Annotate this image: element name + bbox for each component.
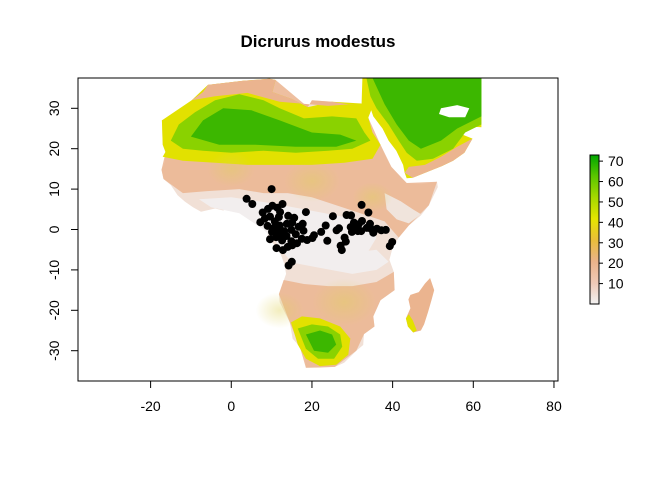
occurrence-point [335,224,343,233]
occurrence-point [248,200,257,208]
occurrence-point [256,218,265,227]
legend-tick-label: 50 [608,194,624,210]
occurrence-point [298,219,307,228]
x-tick-label: 0 [227,398,235,414]
occurrence-point [288,241,297,250]
occurrence-point [272,244,281,253]
occurrence-point [301,208,310,217]
occurrence-point [364,208,373,217]
occurrence-point [299,226,308,235]
occurrence-point [381,225,390,234]
y-axis: -30 -20 -10 0 10 20 30 [46,100,79,361]
occurrence-point [268,227,276,236]
occurrence-point [310,231,318,240]
occurrence-point [266,235,274,244]
occurrence-point [284,211,293,220]
x-tick-label: 60 [466,398,482,414]
color-legend: 10 20 30 40 50 60 70 [589,153,624,305]
occurrence-point [337,246,346,255]
occurrence-point [323,236,332,245]
occurrence-point [347,211,356,220]
occurrence-point [341,237,350,246]
legend-tick-label: 20 [608,255,624,271]
occurrence-point [274,213,283,221]
y-tick-label: -20 [46,300,62,320]
occurrence-point [278,200,287,208]
habitat-raster [161,78,482,368]
occurrence-point [347,227,356,236]
occurrence-point [277,230,286,239]
x-axis: -20 0 20 40 60 80 [140,380,562,414]
occurrence-point [321,221,330,230]
occurrence-point [242,194,251,203]
legend-tick-label: 30 [608,235,624,251]
occurrence-point [358,217,366,225]
y-tick-label: 10 [46,181,62,197]
occurrence-point [291,230,300,239]
chart-title: Dicrurus modestus [241,32,396,51]
legend-colorbar [589,154,600,305]
y-tick-label: 30 [46,100,62,116]
y-tick-label: 0 [46,225,62,233]
x-tick-label: -20 [140,398,160,414]
x-tick-label: 40 [385,398,401,414]
occurrence-point [328,212,337,221]
occurrence-point [287,257,296,266]
y-tick-label: -30 [46,340,62,360]
x-tick-label: 20 [304,398,320,414]
y-tick-label: -10 [46,260,62,280]
legend-tick-label: 40 [608,214,624,230]
occurrence-point [263,221,272,230]
occurrence-points [242,185,397,270]
x-tick-label: 80 [546,398,562,414]
occurrence-point [357,200,366,209]
legend-ticks: 10 20 30 40 50 60 70 [599,153,624,292]
legend-tick-label: 60 [608,174,624,190]
y-tick-label: 20 [46,141,62,157]
occurrence-point [275,221,284,230]
legend-tick-label: 10 [608,276,624,292]
occurrence-point [317,227,326,236]
occurrence-point [388,238,397,246]
legend-tick-label: 70 [608,153,624,169]
occurrence-point [267,185,276,194]
